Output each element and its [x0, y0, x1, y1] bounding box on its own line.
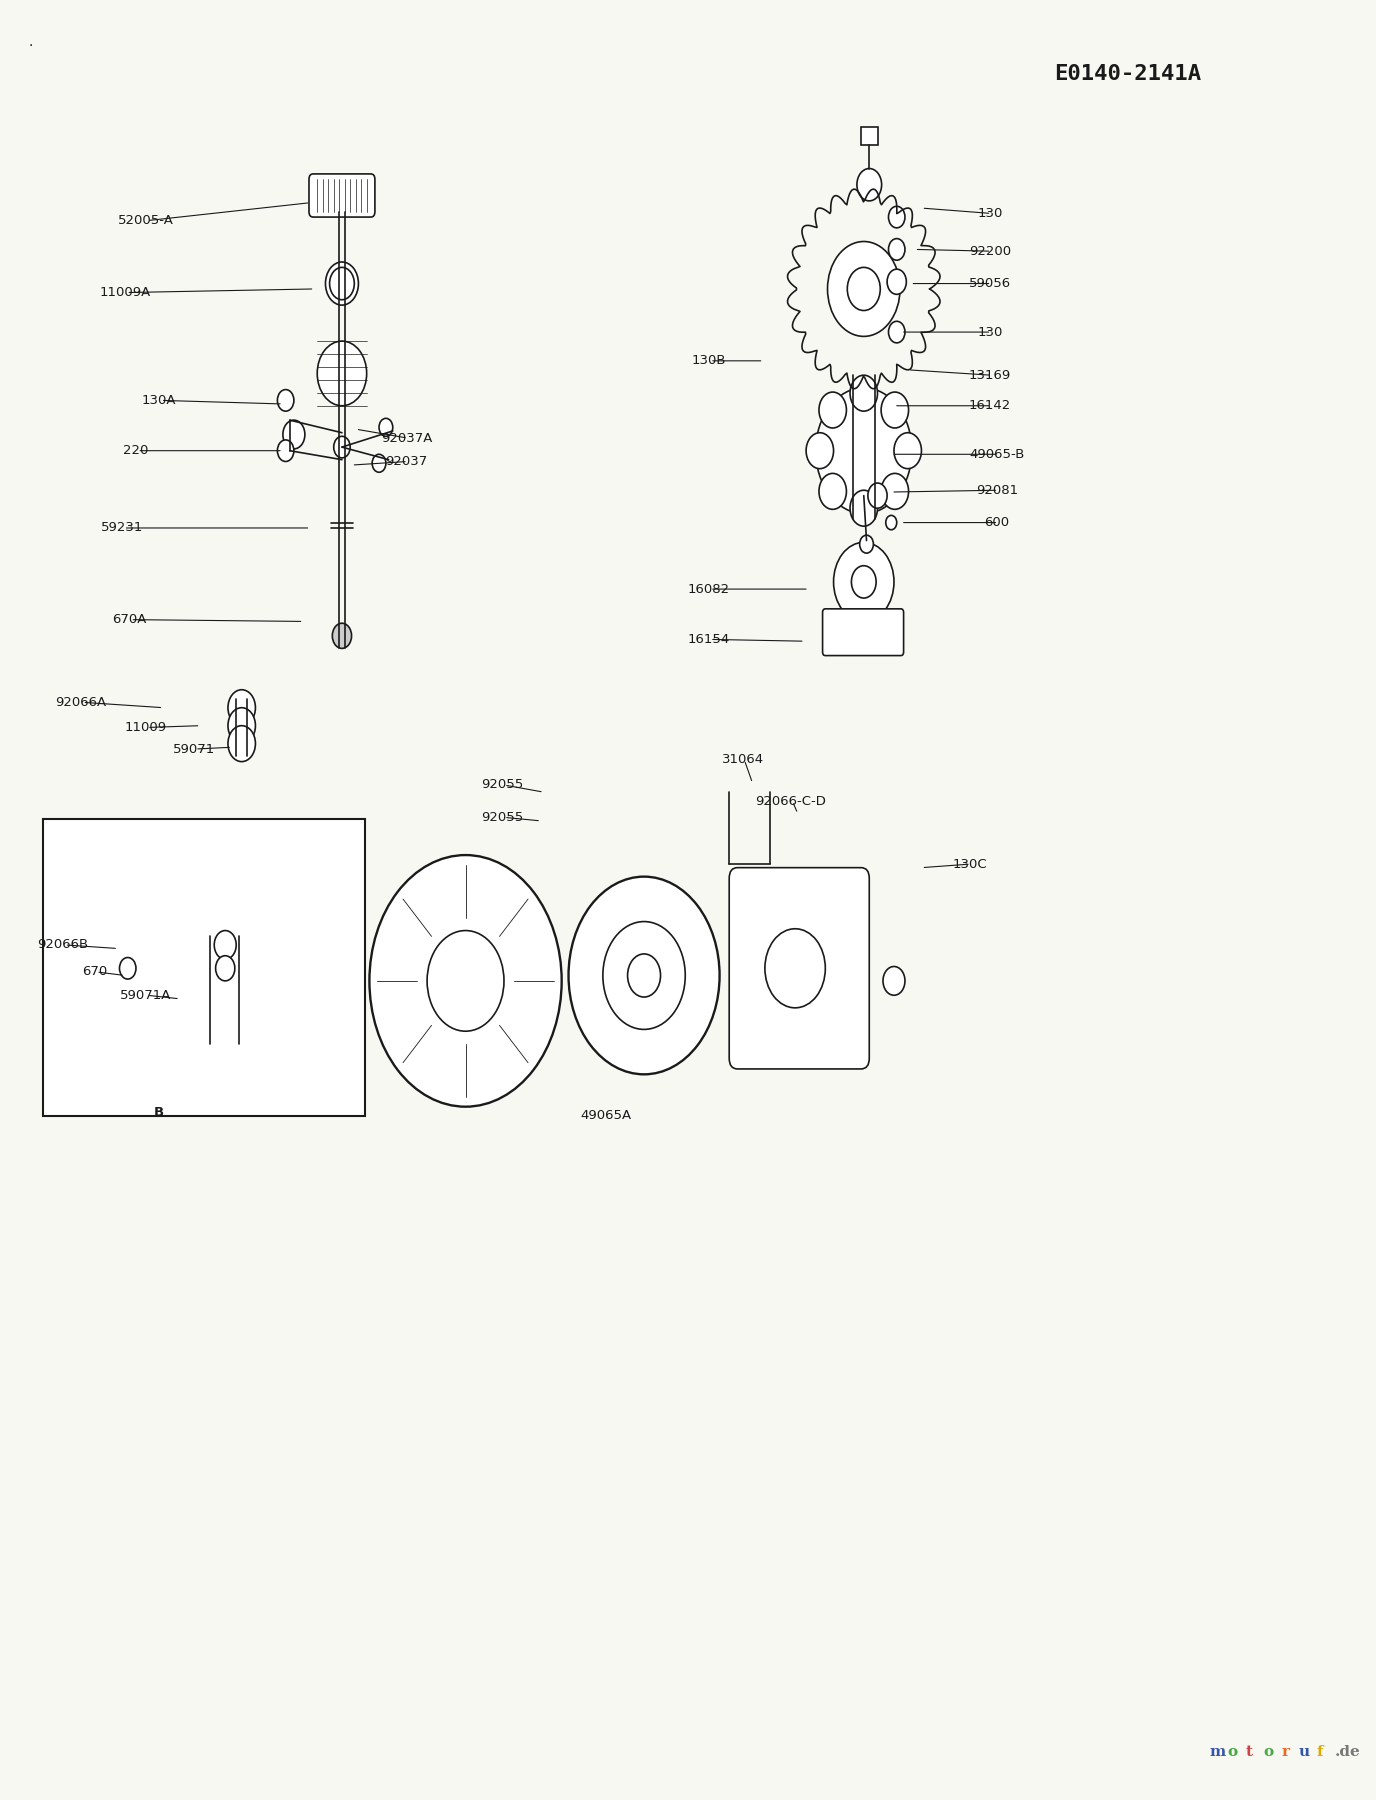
Circle shape	[889, 320, 905, 342]
Circle shape	[378, 418, 392, 436]
Text: 92066-C-D: 92066-C-D	[755, 794, 827, 808]
Text: 130: 130	[977, 326, 1003, 338]
Circle shape	[372, 454, 385, 472]
Text: 130A: 130A	[142, 394, 176, 407]
FancyBboxPatch shape	[310, 175, 374, 218]
Circle shape	[369, 855, 561, 1107]
Circle shape	[216, 956, 235, 981]
Text: 670: 670	[83, 965, 107, 979]
Circle shape	[819, 473, 846, 509]
Circle shape	[889, 239, 905, 261]
FancyBboxPatch shape	[823, 608, 904, 655]
Text: 52005-A: 52005-A	[117, 214, 173, 227]
Circle shape	[834, 542, 894, 621]
Circle shape	[886, 515, 897, 529]
Circle shape	[819, 392, 846, 428]
Circle shape	[283, 419, 305, 448]
Text: 31064: 31064	[722, 754, 764, 767]
Text: 59056: 59056	[969, 277, 1011, 290]
Circle shape	[334, 436, 350, 457]
Circle shape	[894, 432, 922, 468]
Text: 59071: 59071	[172, 743, 215, 756]
Text: o: o	[1263, 1744, 1274, 1759]
Text: 16082: 16082	[688, 583, 729, 596]
Circle shape	[860, 535, 874, 553]
Circle shape	[868, 482, 888, 508]
Text: 92037A: 92037A	[381, 432, 432, 445]
Circle shape	[852, 565, 877, 598]
Text: 59071A: 59071A	[120, 988, 171, 1003]
Circle shape	[816, 387, 912, 513]
Circle shape	[848, 268, 881, 311]
Circle shape	[881, 473, 908, 509]
Circle shape	[330, 268, 354, 301]
Text: 13169: 13169	[969, 369, 1011, 382]
Text: 92055: 92055	[482, 778, 524, 792]
Circle shape	[827, 241, 900, 337]
Circle shape	[228, 707, 256, 743]
Text: 16142: 16142	[969, 400, 1011, 412]
Text: 130: 130	[977, 207, 1003, 220]
Circle shape	[333, 623, 351, 648]
Circle shape	[881, 392, 908, 428]
Circle shape	[427, 931, 504, 1031]
FancyBboxPatch shape	[729, 868, 870, 1069]
Circle shape	[120, 958, 136, 979]
Text: 92055: 92055	[482, 810, 524, 824]
Bar	[43, 819, 365, 1116]
Circle shape	[215, 931, 237, 959]
Circle shape	[765, 929, 826, 1008]
Circle shape	[278, 439, 294, 461]
Text: B: B	[154, 1105, 164, 1118]
Text: f: f	[1317, 1744, 1324, 1759]
Text: m: m	[1210, 1744, 1226, 1759]
Text: 92066B: 92066B	[37, 938, 88, 952]
Text: E0140-2141A: E0140-2141A	[1054, 65, 1201, 85]
Text: 16154: 16154	[688, 634, 729, 646]
Circle shape	[888, 270, 907, 295]
Circle shape	[806, 432, 834, 468]
Text: 92200: 92200	[969, 245, 1011, 257]
Circle shape	[228, 725, 256, 761]
Text: 670A: 670A	[111, 614, 146, 626]
Text: 92081: 92081	[976, 484, 1018, 497]
Text: o: o	[1227, 1744, 1238, 1759]
Circle shape	[326, 263, 358, 306]
Circle shape	[228, 689, 256, 725]
Text: 130B: 130B	[691, 355, 727, 367]
Text: 92066A: 92066A	[55, 697, 106, 709]
Text: .de: .de	[1335, 1744, 1361, 1759]
Text: .: .	[29, 36, 33, 49]
Text: u: u	[1299, 1744, 1310, 1759]
Circle shape	[850, 374, 878, 410]
Circle shape	[850, 490, 878, 526]
Text: 220: 220	[124, 445, 149, 457]
Text: 11009: 11009	[124, 722, 166, 734]
Circle shape	[857, 169, 882, 202]
Circle shape	[883, 967, 905, 995]
Text: 92037: 92037	[385, 455, 428, 468]
Text: 49065A: 49065A	[581, 1109, 632, 1121]
Text: 49065-B: 49065-B	[969, 448, 1025, 461]
Text: 59231: 59231	[100, 522, 143, 535]
Bar	[861, 128, 878, 146]
Text: 600: 600	[984, 517, 1010, 529]
Text: 130C: 130C	[952, 857, 987, 871]
Circle shape	[568, 877, 720, 1075]
Circle shape	[889, 207, 905, 229]
Circle shape	[603, 922, 685, 1030]
Text: t: t	[1245, 1744, 1252, 1759]
Text: 11009A: 11009A	[99, 286, 150, 299]
Circle shape	[627, 954, 660, 997]
Circle shape	[278, 389, 294, 410]
Text: r: r	[1281, 1744, 1289, 1759]
Circle shape	[318, 340, 366, 405]
